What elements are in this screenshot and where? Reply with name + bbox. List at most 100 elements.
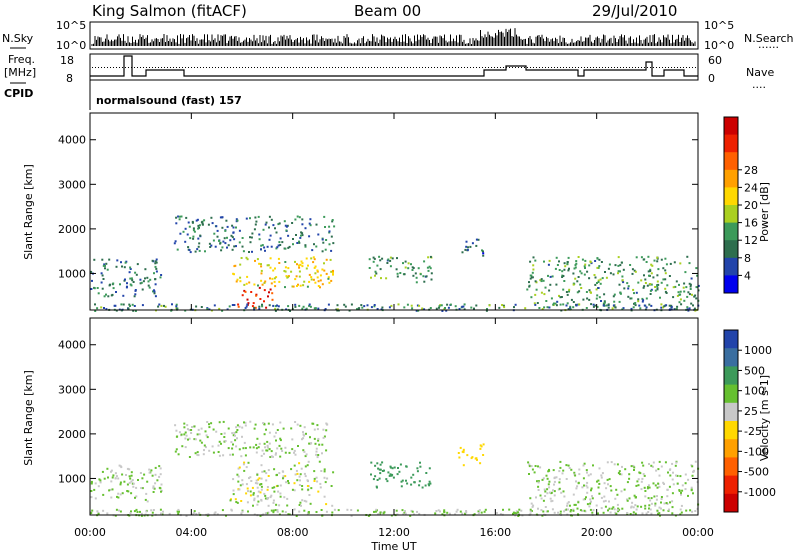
data-point xyxy=(130,480,133,483)
data-point xyxy=(267,504,270,507)
nave-dot xyxy=(416,67,417,68)
data-point xyxy=(375,508,378,511)
data-point xyxy=(186,424,189,427)
data-point xyxy=(239,263,242,266)
data-point xyxy=(644,282,647,284)
nave-dot xyxy=(548,67,549,68)
data-point xyxy=(656,285,659,288)
data-point xyxy=(391,473,394,476)
data-point xyxy=(291,285,294,288)
data-point xyxy=(647,270,650,273)
data-point xyxy=(577,513,579,516)
data-point xyxy=(682,286,685,289)
data-point xyxy=(117,492,120,495)
data-point xyxy=(656,287,659,290)
data-point xyxy=(281,450,284,452)
nave-dot xyxy=(134,67,135,68)
nave-dot xyxy=(173,67,174,68)
data-point xyxy=(198,242,201,245)
data-point xyxy=(231,236,234,239)
data-point xyxy=(272,509,275,512)
data-point xyxy=(546,492,549,495)
data-point xyxy=(626,498,628,501)
data-point xyxy=(197,454,200,457)
data-point xyxy=(532,256,535,259)
data-point xyxy=(443,511,446,514)
data-point xyxy=(206,421,209,423)
data-point xyxy=(257,284,259,287)
data-point xyxy=(320,509,323,511)
data-point xyxy=(94,310,97,312)
data-point xyxy=(689,283,692,286)
data-point xyxy=(178,510,180,513)
data-point xyxy=(668,304,671,307)
data-point xyxy=(191,221,194,224)
data-point xyxy=(610,489,613,492)
data-point xyxy=(373,510,375,513)
data-point xyxy=(575,262,578,265)
data-point xyxy=(607,303,610,306)
data-point xyxy=(515,512,518,515)
data-point xyxy=(529,508,532,511)
data-point xyxy=(90,482,93,485)
data-point xyxy=(498,306,501,309)
data-point xyxy=(231,224,234,227)
data-point xyxy=(611,307,614,310)
data-point xyxy=(540,509,543,512)
data-point xyxy=(531,468,534,471)
data-point xyxy=(639,472,642,475)
nave-dot xyxy=(692,67,693,68)
nave-dot xyxy=(593,67,594,68)
data-point xyxy=(245,217,248,220)
data-point xyxy=(404,260,407,263)
data-point xyxy=(200,306,203,308)
data-point xyxy=(569,307,572,310)
data-point xyxy=(336,308,339,311)
data-point xyxy=(263,433,266,436)
data-point xyxy=(301,262,304,265)
data-point xyxy=(220,442,222,445)
data-point xyxy=(96,510,99,513)
data-point xyxy=(97,485,100,488)
data-point xyxy=(558,470,561,473)
data-point xyxy=(132,482,135,485)
data-point xyxy=(635,484,638,487)
data-point xyxy=(293,489,296,492)
data-point xyxy=(648,504,651,507)
data-point xyxy=(148,468,151,471)
data-point xyxy=(283,270,286,272)
data-point xyxy=(293,449,296,452)
data-point xyxy=(666,488,669,491)
data-point xyxy=(127,307,130,310)
data-point xyxy=(429,267,432,270)
data-point xyxy=(102,509,105,512)
data-point xyxy=(154,278,157,281)
nave-dot xyxy=(188,67,189,68)
data-point xyxy=(326,477,329,480)
data-point xyxy=(132,485,135,488)
data-point xyxy=(588,505,591,508)
data-point xyxy=(263,492,266,495)
data-point xyxy=(594,304,597,307)
data-point xyxy=(694,294,697,297)
data-point xyxy=(634,504,637,507)
data-point xyxy=(262,228,265,231)
data-point xyxy=(370,276,372,279)
data-point xyxy=(655,469,658,472)
data-point xyxy=(284,286,286,289)
data-point xyxy=(461,512,464,515)
data-point xyxy=(211,445,214,448)
data-point xyxy=(294,453,297,456)
data-point xyxy=(307,511,310,513)
colorbar-frame xyxy=(723,329,739,513)
nave-dot xyxy=(203,67,204,68)
data-point xyxy=(324,308,327,310)
data-point xyxy=(594,283,597,286)
data-point xyxy=(253,427,256,430)
data-point xyxy=(514,303,517,306)
data-point xyxy=(373,257,376,260)
data-point xyxy=(404,510,406,513)
data-point xyxy=(679,290,682,293)
data-point xyxy=(425,275,428,278)
colorbar-tick-label: 4 xyxy=(744,269,751,282)
